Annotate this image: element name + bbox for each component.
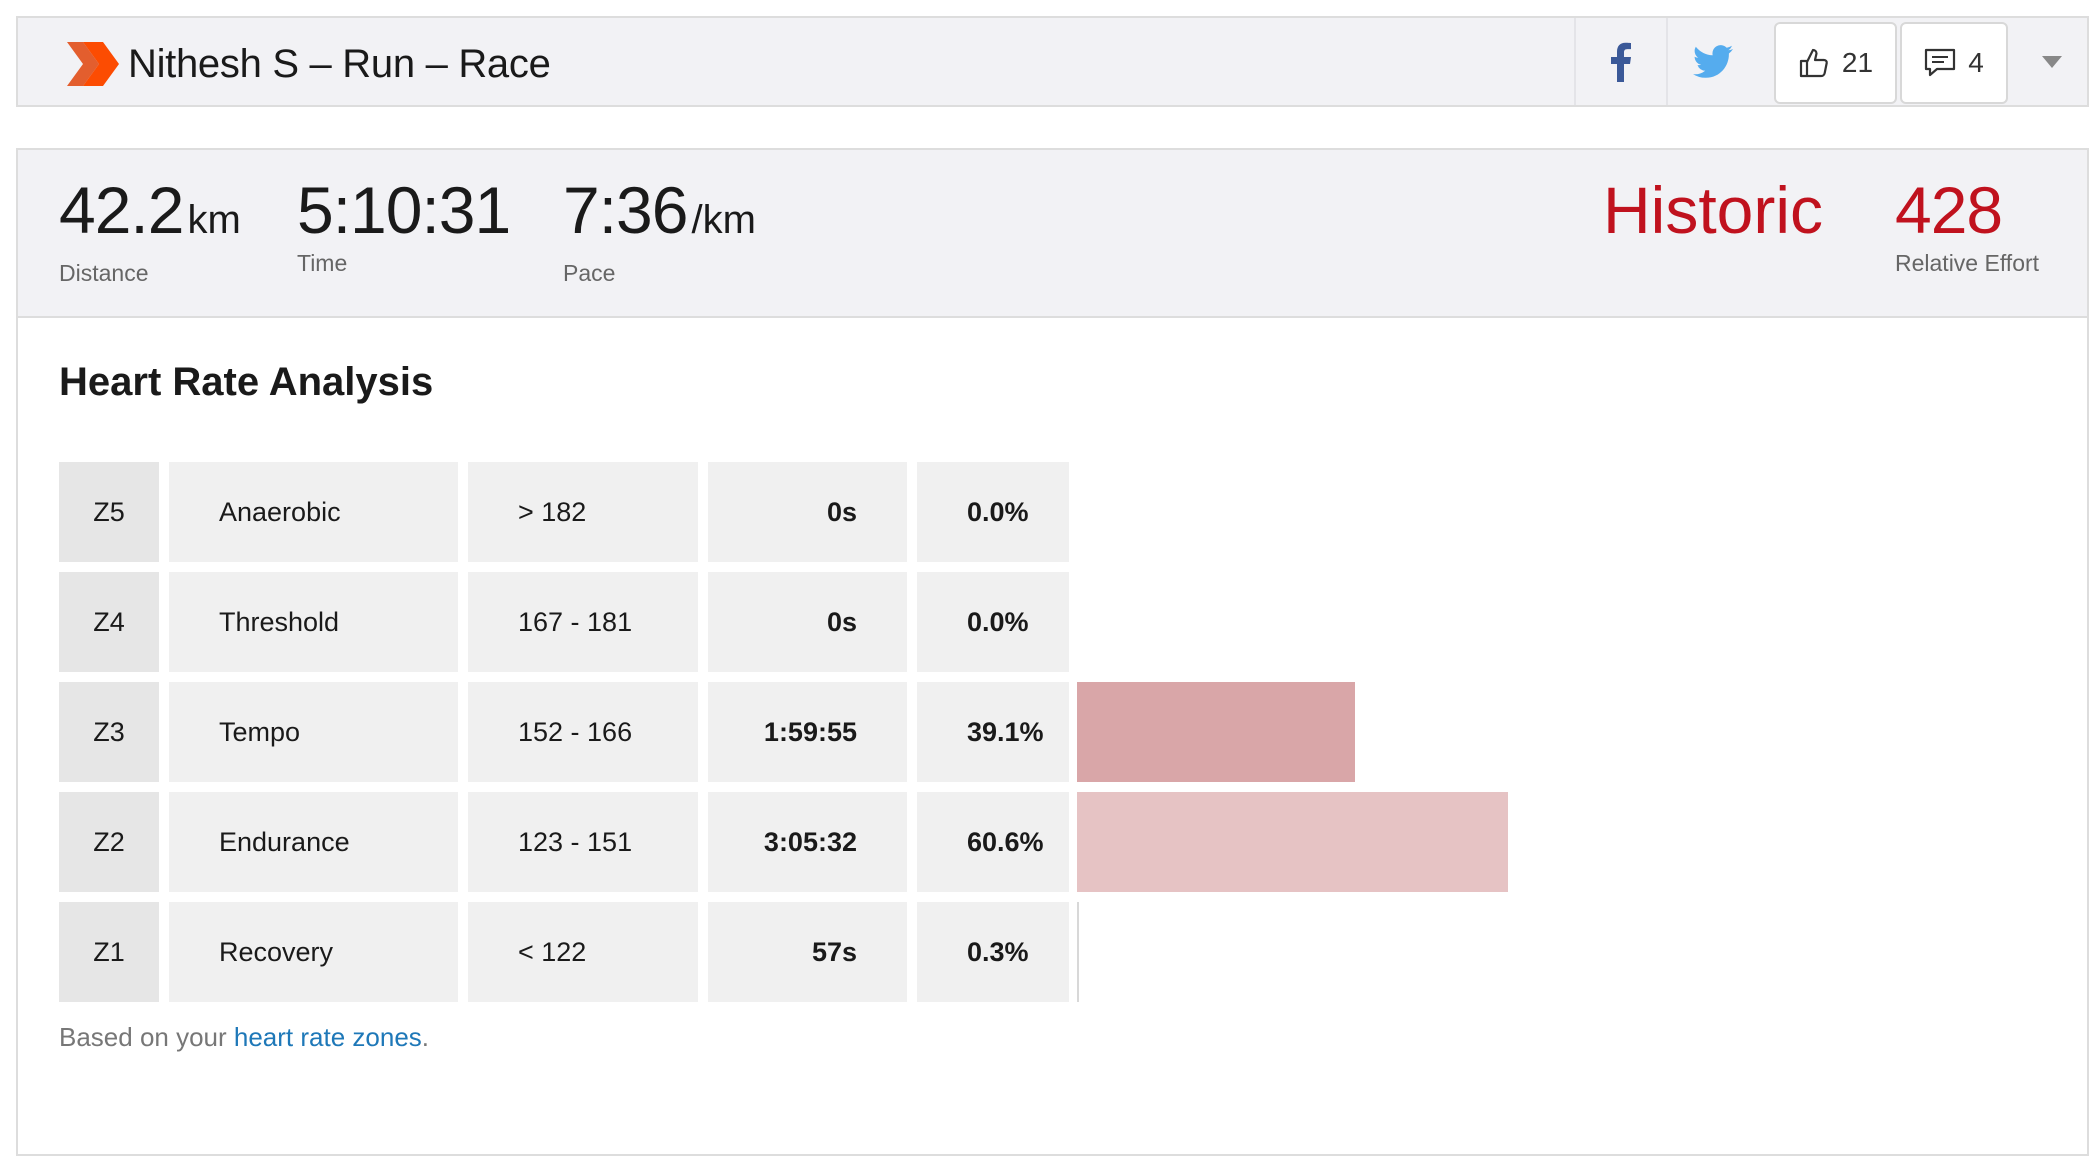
relative-effort-label: Relative Effort: [1895, 250, 2040, 276]
zone-time: 0s: [708, 462, 907, 562]
more-options-dropdown[interactable]: [2018, 18, 2086, 105]
kudos-count: 21: [1841, 47, 1874, 78]
zone-range: < 122: [468, 902, 698, 1002]
zone-range: 152 - 166: [468, 682, 698, 782]
footnote-suffix: .: [421, 1022, 430, 1052]
zone-range: > 182: [468, 462, 698, 562]
zone-bar-track: [1077, 902, 1657, 1002]
pace-value: 7:36: [563, 173, 688, 247]
comment-icon: [1925, 48, 1956, 77]
zone-id: Z5: [59, 462, 159, 562]
zone-bar-axis: [1077, 902, 1079, 1002]
activity-panel: 42.2 km Distance 5:10:31 Time 7:36/km Pac…: [16, 148, 2089, 1156]
zone-range: 167 - 181: [468, 572, 698, 672]
stat-time: 5:10:31 Time: [297, 173, 511, 277]
pace-unit: /km: [691, 198, 756, 242]
zone-name: Recovery: [169, 902, 458, 1002]
twitter-icon: [1693, 44, 1733, 78]
activity-title: Nithesh S – Run – Race: [128, 42, 551, 86]
zone-id: Z4: [59, 572, 159, 672]
footnote-prefix: Based on your: [59, 1022, 234, 1052]
pace-label: Pace: [563, 260, 616, 286]
zone-bar-track: [1077, 682, 1657, 782]
zone-time: 3:05:32: [708, 792, 907, 892]
comment-count: 4: [1968, 47, 1984, 78]
heart-rate-zones-link[interactable]: heart rate zones: [233, 1022, 422, 1052]
comment-button[interactable]: 4: [1900, 22, 2008, 104]
zone-bar-track: [1077, 792, 1657, 892]
thumbs-up-icon: [1799, 48, 1828, 78]
time-label: Time: [297, 250, 348, 276]
activity-header: Nithesh S – Run – Race 21 4: [16, 16, 2089, 107]
zone-bar: [1077, 792, 1508, 892]
distance-unit: km: [187, 198, 241, 242]
relative-effort-value: 428: [1895, 173, 2003, 247]
zone-percent: 0.0%: [917, 462, 1069, 562]
zone-row-z2: Z2 Endurance 123 - 151 3:05:32 60.6%: [59, 792, 1659, 892]
time-value: 5:10:31: [297, 173, 511, 247]
zone-name: Threshold: [169, 572, 458, 672]
zone-bar: [1077, 682, 1355, 782]
zone-time: 0s: [708, 572, 907, 672]
distance-value: 42.2: [59, 173, 184, 247]
zone-time: 1:59:55: [708, 682, 907, 782]
zone-row-z5: Z5 Anaerobic > 182 0s 0.0%: [59, 462, 1659, 562]
stats-bar: 42.2 km Distance 5:10:31 Time 7:36/km Pac…: [18, 150, 2087, 318]
zone-id: Z2: [59, 792, 159, 892]
zone-row-z3: Z3 Tempo 152 - 166 1:59:55 39.1%: [59, 682, 1659, 782]
zone-time: 57s: [708, 902, 907, 1002]
zone-row-z4: Z4 Threshold 167 - 181 0s 0.0%: [59, 572, 1659, 672]
zone-percent: 39.1%: [917, 682, 1069, 782]
zone-range: 123 - 151: [468, 792, 698, 892]
zone-bar-track: [1077, 462, 1657, 562]
effort-level-badge[interactable]: Historic: [1603, 173, 1824, 247]
stat-distance: 42.2 km Distance: [59, 174, 241, 287]
zone-percent: 60.6%: [917, 792, 1069, 892]
share-facebook-button[interactable]: [1574, 18, 1666, 105]
zone-row-z1: Z1 Recovery < 122 57s 0.3%: [59, 902, 1659, 1002]
strava-logo-icon[interactable]: [63, 40, 123, 88]
distance-label: Distance: [59, 260, 149, 286]
zone-percent: 0.3%: [917, 902, 1069, 1002]
zone-bar-track: [1077, 572, 1657, 672]
share-twitter-button[interactable]: [1666, 18, 1758, 105]
facebook-icon: [1611, 42, 1631, 82]
stat-pace: 7:36/km Pace: [563, 174, 756, 287]
zone-percent: 0.0%: [917, 572, 1069, 672]
zones-footnote: Based on your heart rate zones.: [59, 1022, 429, 1053]
stat-relative-effort[interactable]: 428 Relative Effort: [1895, 174, 2039, 277]
zone-name: Anaerobic: [169, 462, 458, 562]
section-title: Heart Rate Analysis: [59, 360, 434, 404]
zone-id: Z3: [59, 682, 159, 782]
kudos-button[interactable]: 21: [1774, 22, 1897, 104]
zone-id: Z1: [59, 902, 159, 1002]
zone-name: Endurance: [169, 792, 458, 892]
zone-name: Tempo: [169, 682, 458, 782]
chevron-down-icon: [2042, 55, 2062, 68]
